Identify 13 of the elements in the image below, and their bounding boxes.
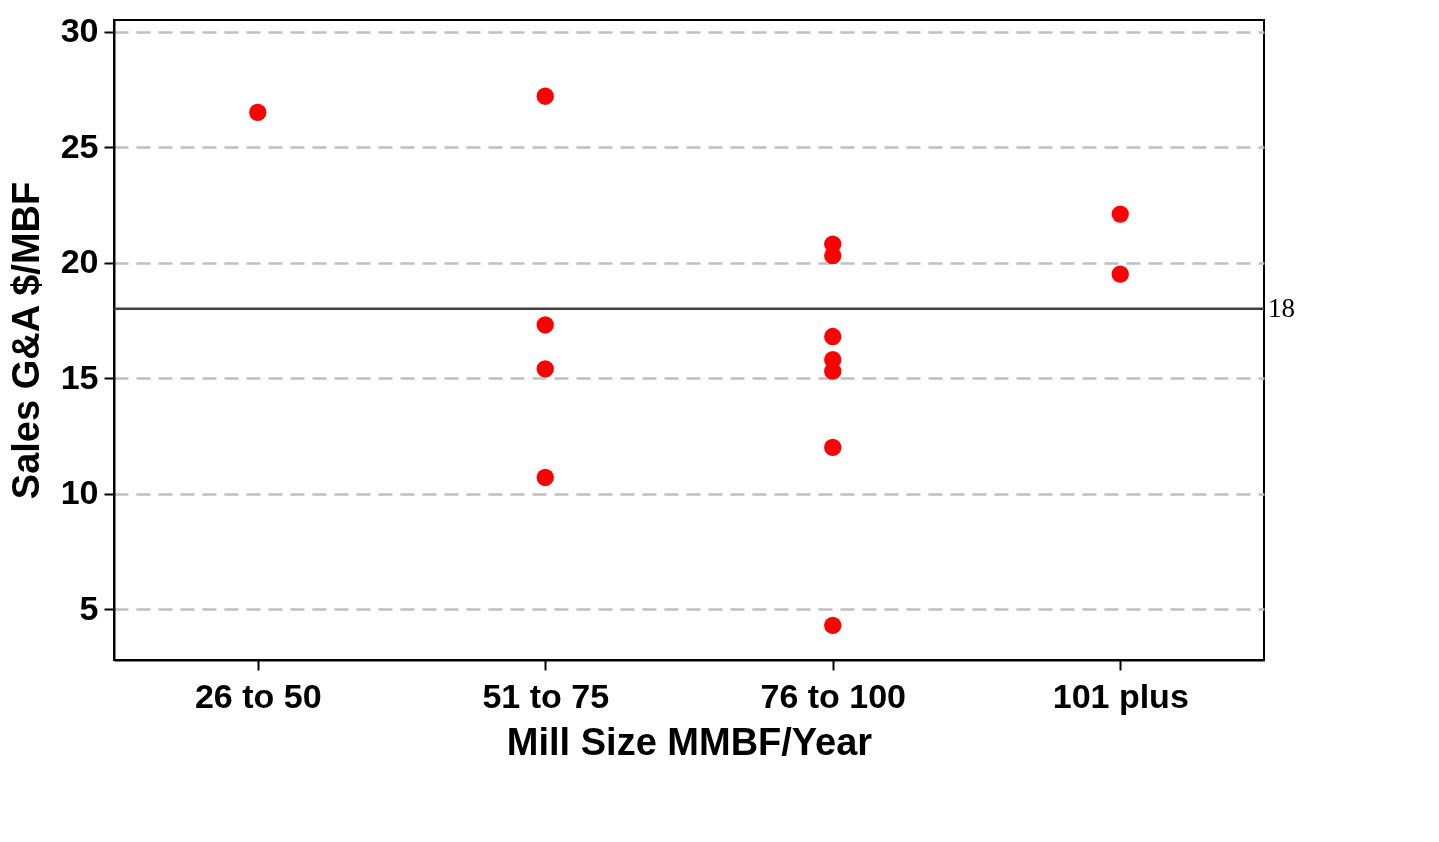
y-tick-label: 30: [60, 11, 99, 50]
y-tick-label: 20: [60, 242, 99, 281]
y-tick-label: 15: [60, 357, 99, 396]
x-axis-title: Mill Size MMBF/Year: [506, 720, 873, 763]
x-tick-label: 26 to 50: [194, 676, 322, 715]
y-axis-title: Sales G&A $/MBF: [4, 181, 47, 500]
x-tick-label: 51 to 75: [482, 676, 610, 715]
x-tick-label: 76 to 100: [760, 676, 907, 715]
x-tick-label: 101 plus: [1052, 676, 1189, 715]
y-tick-label: 25: [60, 126, 99, 165]
y-tick-label: 5: [79, 588, 99, 627]
y-tick-label: 10: [60, 473, 99, 512]
ref-line-label: 18: [1268, 292, 1295, 323]
